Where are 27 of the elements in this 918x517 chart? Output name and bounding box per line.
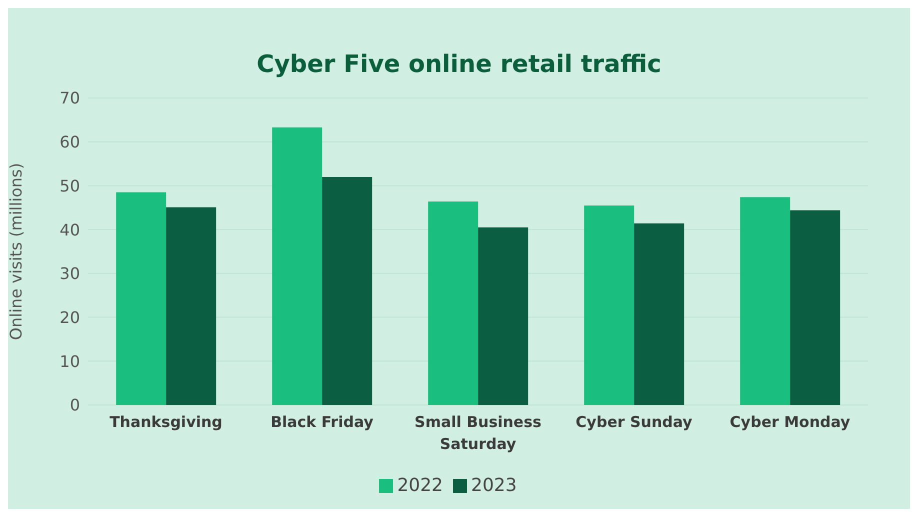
- bar: [634, 223, 684, 405]
- x-tick-label: Cyber Sunday: [576, 413, 693, 431]
- bar: [790, 210, 840, 405]
- y-tick-label: 10: [60, 352, 80, 371]
- y-tick-label: 50: [60, 176, 80, 196]
- legend-label: 2022: [397, 475, 443, 496]
- x-tick-label: Black Friday: [270, 413, 374, 431]
- y-tick-label: 60: [60, 132, 80, 152]
- y-tick-label: 30: [60, 264, 80, 284]
- bar: [166, 207, 216, 405]
- bar: [478, 227, 528, 405]
- y-tick-label: 40: [60, 220, 80, 240]
- bar: [428, 202, 478, 405]
- y-tick-label: 0: [70, 396, 80, 415]
- y-axis-title: Online visits (millions): [6, 162, 26, 340]
- x-tick-label: Thanksgiving: [110, 413, 222, 431]
- bar: [272, 127, 322, 405]
- bar: [116, 192, 166, 405]
- y-tick-label: 70: [60, 88, 80, 108]
- bar: [322, 176, 372, 405]
- bar: [584, 205, 634, 405]
- bar: [740, 197, 790, 405]
- x-tick-label: Cyber Monday: [730, 413, 850, 431]
- chart-title: Cyber Five online retail traffic: [256, 50, 662, 78]
- y-tick-label: 20: [60, 308, 80, 327]
- x-tick-label: Small Business Saturday: [414, 413, 542, 453]
- legend-label: 2023: [471, 475, 517, 496]
